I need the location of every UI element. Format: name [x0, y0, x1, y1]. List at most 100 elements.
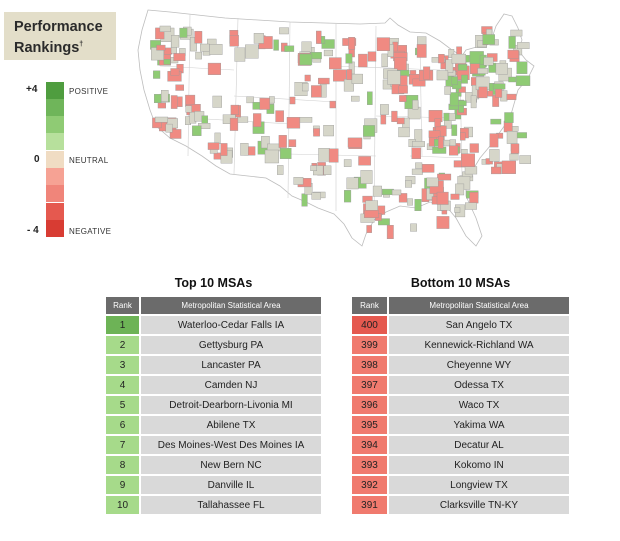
msa-region — [436, 70, 449, 81]
msa-region — [501, 160, 517, 174]
top-col-rank: Rank — [106, 297, 139, 314]
msa-region — [461, 74, 468, 84]
msa-region — [157, 102, 167, 109]
msa-region — [515, 75, 531, 86]
msa-region — [315, 30, 322, 44]
msa-region — [311, 192, 322, 200]
bottom-area-cell: Kokomo IN — [387, 456, 569, 474]
msa-region — [426, 177, 439, 187]
legend-swatch — [46, 151, 64, 168]
msa-region — [194, 31, 203, 44]
msa-region — [207, 142, 220, 150]
top-rank-cell: 5 — [106, 396, 139, 414]
msa-region — [438, 54, 445, 64]
top-rank-cell: 7 — [106, 436, 139, 454]
top-rank-cell: 9 — [106, 476, 139, 494]
msa-region — [451, 124, 458, 136]
us-msa-map — [137, 9, 535, 247]
msa-region — [438, 135, 444, 149]
msa-region — [323, 124, 334, 137]
msa-region — [458, 99, 464, 113]
bottom-table-row: 395 Yakima WA — [352, 416, 569, 434]
msa-region — [469, 143, 479, 153]
msa-region — [299, 53, 313, 66]
msa-region — [195, 51, 202, 60]
msa-region — [348, 37, 356, 50]
msa-region — [343, 190, 352, 203]
msa-region — [457, 100, 467, 106]
msa-region — [284, 45, 295, 52]
top-area-cell: Abilene TX — [139, 416, 321, 434]
msa-region — [366, 225, 372, 233]
msa-region — [487, 90, 494, 97]
legend-swatch — [46, 99, 64, 116]
msa-region — [391, 110, 398, 122]
msa-region — [329, 57, 342, 70]
title-line-2: Rankings† — [14, 36, 116, 57]
msa-region — [185, 105, 192, 113]
msa-region — [434, 118, 441, 128]
msa-region — [506, 93, 517, 100]
msa-region — [423, 66, 431, 80]
msa-region — [236, 116, 249, 123]
msa-region — [245, 44, 259, 59]
msa-region — [364, 209, 379, 218]
legend-swatch — [46, 168, 64, 185]
msa-region — [170, 68, 180, 76]
msa-region — [458, 64, 468, 71]
msa-region — [345, 53, 353, 64]
top-table-row: 8 New Bern NC — [106, 456, 321, 474]
legend-swatch — [46, 185, 64, 202]
top-area-cell: Des Moines-West Des Moines IA — [139, 436, 321, 454]
top-table-row: 9 Danville IL — [106, 476, 321, 494]
msa-region — [477, 68, 489, 74]
msa-region — [367, 51, 377, 62]
bottom-area-cell: Odessa TX — [387, 376, 569, 394]
msa-region — [261, 136, 270, 149]
msa-region — [304, 74, 311, 82]
msa-region — [504, 112, 514, 123]
msa-region — [346, 69, 353, 80]
bottom-table-row: 396 Waco TX — [352, 396, 569, 414]
msa-region — [398, 127, 410, 138]
title-line-2-text: Rankings — [14, 39, 80, 56]
msa-region — [229, 117, 239, 131]
bottom-rank-cell: 396 — [352, 396, 387, 414]
top-table-row: 3 Lancaster PA — [106, 356, 321, 374]
msa-region — [323, 49, 334, 57]
msa-region — [381, 53, 388, 68]
msa-region — [323, 165, 332, 176]
msa-region — [412, 141, 425, 147]
msa-region — [436, 216, 450, 229]
msa-region — [200, 43, 210, 52]
msa-region — [209, 44, 223, 55]
msa-region — [491, 166, 502, 175]
legend-positive-label: POSITIVE — [69, 87, 109, 96]
title-panel: Performance Rankings† — [4, 12, 116, 60]
msa-region — [387, 70, 401, 85]
msa-region — [381, 188, 394, 195]
legend-mid-label: 0 — [34, 154, 40, 165]
msa-region — [259, 97, 270, 110]
msa-region — [444, 86, 452, 95]
bottom-table-row: 392 Longview TX — [352, 476, 569, 494]
top-rank-cell: 3 — [106, 356, 139, 374]
msa-region — [192, 125, 202, 136]
bottom-table-row: 393 Kokomo IN — [352, 456, 569, 474]
legend-swatch — [46, 220, 64, 237]
msa-region — [428, 130, 441, 138]
top-table-row: 6 Abilene TX — [106, 416, 321, 434]
top-rank-cell: 2 — [106, 336, 139, 354]
msa-region — [153, 70, 161, 79]
msa-region — [275, 110, 284, 123]
msa-region — [301, 41, 312, 53]
bottom-rank-cell: 400 — [352, 316, 387, 334]
msa-region — [510, 29, 523, 37]
bottom-rank-cell: 392 — [352, 476, 387, 494]
msa-region — [511, 125, 519, 132]
msa-regions — [150, 25, 532, 239]
top-area-cell: Detroit-Dearborn-Livonia MI — [139, 396, 321, 414]
msa-region — [276, 165, 284, 175]
msa-region — [329, 100, 336, 109]
msa-region — [495, 63, 508, 75]
